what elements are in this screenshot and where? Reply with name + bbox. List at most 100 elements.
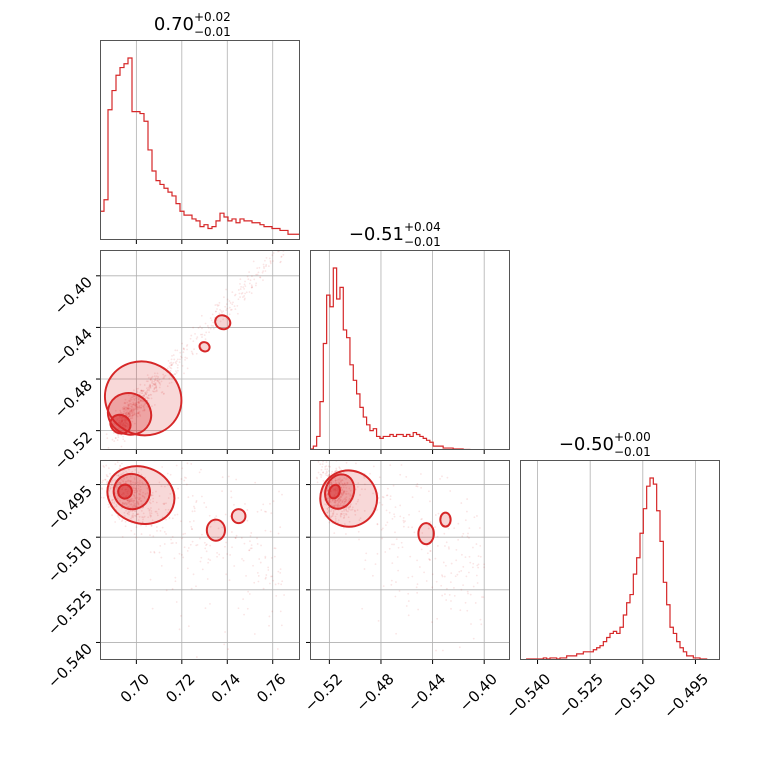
- sample-point: [124, 525, 127, 528]
- sample-point: [262, 279, 264, 282]
- sample-point: [157, 381, 160, 383]
- sample-point: [139, 389, 142, 392]
- sample-point: [137, 412, 140, 415]
- sample-point: [138, 496, 141, 499]
- sample-point: [139, 399, 142, 402]
- sample-point: [345, 496, 348, 499]
- sample-point: [130, 483, 133, 486]
- sample-point: [319, 455, 321, 457]
- sample-point: [180, 520, 182, 523]
- sample-point: [158, 386, 161, 389]
- sample-point: [223, 643, 226, 646]
- sample-point: [179, 358, 181, 361]
- sample-point: [448, 593, 451, 596]
- sample-point: [244, 503, 246, 505]
- sample-point: [280, 583, 283, 586]
- sample-point: [142, 395, 145, 398]
- sample-point: [207, 326, 210, 329]
- sample-point: [324, 503, 327, 506]
- sample-point: [174, 514, 176, 516]
- sample-point: [102, 465, 105, 467]
- sample-point: [319, 473, 322, 476]
- sample-point: [248, 271, 251, 273]
- sample-point: [150, 512, 153, 515]
- sample-point: [115, 505, 118, 508]
- sample-point: [336, 513, 338, 516]
- sample-point: [159, 383, 162, 386]
- sample-point: [317, 460, 320, 463]
- sample-point: [143, 395, 146, 398]
- sample-point: [280, 255, 283, 258]
- sample-point: [236, 312, 239, 315]
- sample-point: [464, 519, 467, 522]
- sample-point: [203, 501, 206, 504]
- sample-point: [152, 390, 154, 393]
- sample-point: [475, 574, 478, 577]
- sample-point: [151, 607, 154, 610]
- sample-point: [233, 503, 235, 506]
- sample-point: [124, 412, 127, 415]
- sample-point: [469, 593, 472, 596]
- sample-point: [426, 552, 429, 555]
- sample-point: [154, 382, 157, 384]
- sample-point: [131, 499, 134, 502]
- sample-point: [245, 291, 248, 294]
- sample-point: [363, 568, 366, 570]
- sample-point: [338, 505, 340, 507]
- y-tick-label-2-0: −0.540: [44, 640, 96, 692]
- sample-point: [342, 517, 345, 519]
- sample-point: [226, 307, 229, 310]
- sample-point: [140, 390, 143, 392]
- sample-point: [149, 498, 152, 501]
- sample-point: [133, 506, 136, 509]
- sample-point: [439, 478, 441, 480]
- sample-point: [225, 317, 228, 320]
- sample-point: [137, 502, 140, 505]
- sample-point: [130, 497, 133, 500]
- sample-point: [450, 600, 452, 602]
- sample-point: [322, 471, 324, 474]
- sample-point: [348, 498, 351, 501]
- sample-point: [163, 503, 166, 506]
- sample-point: [123, 511, 126, 514]
- sample-point: [140, 500, 143, 502]
- sample-point: [480, 456, 482, 458]
- sample-point: [197, 327, 200, 329]
- sample-point: [481, 596, 483, 598]
- sample-point: [381, 503, 384, 506]
- sample-point: [329, 501, 332, 504]
- sample-point: [441, 475, 443, 478]
- sample-point: [376, 523, 379, 526]
- sample-point: [193, 510, 196, 513]
- sample-point: [246, 509, 249, 511]
- sample-point: [151, 458, 153, 460]
- sample-point: [205, 543, 208, 546]
- sample-point: [138, 498, 141, 501]
- sample-point: [397, 569, 400, 572]
- title-param-2: −0.50 +0.00−0.01: [559, 430, 651, 459]
- sample-point: [456, 573, 459, 576]
- sample-point: [382, 585, 385, 587]
- sample-point: [135, 489, 137, 491]
- sample-point: [328, 506, 330, 509]
- sample-point: [345, 461, 348, 464]
- sample-point: [334, 501, 337, 504]
- sample-point: [269, 261, 272, 263]
- sample-point: [344, 484, 347, 487]
- sample-point: [193, 348, 195, 350]
- sample-point: [136, 406, 138, 409]
- sample-point: [142, 482, 144, 485]
- sample-point: [143, 384, 146, 386]
- sample-point: [225, 309, 228, 312]
- sample-point: [239, 283, 241, 285]
- sample-point: [88, 475, 90, 477]
- sample-point: [204, 607, 207, 610]
- sample-point: [357, 498, 360, 501]
- sample-point: [407, 576, 410, 579]
- sample-point: [148, 501, 151, 504]
- sample-point: [241, 291, 244, 294]
- sample-point: [249, 535, 252, 537]
- sample-point: [132, 409, 135, 412]
- sample-point: [137, 503, 140, 506]
- sample-point: [340, 492, 343, 495]
